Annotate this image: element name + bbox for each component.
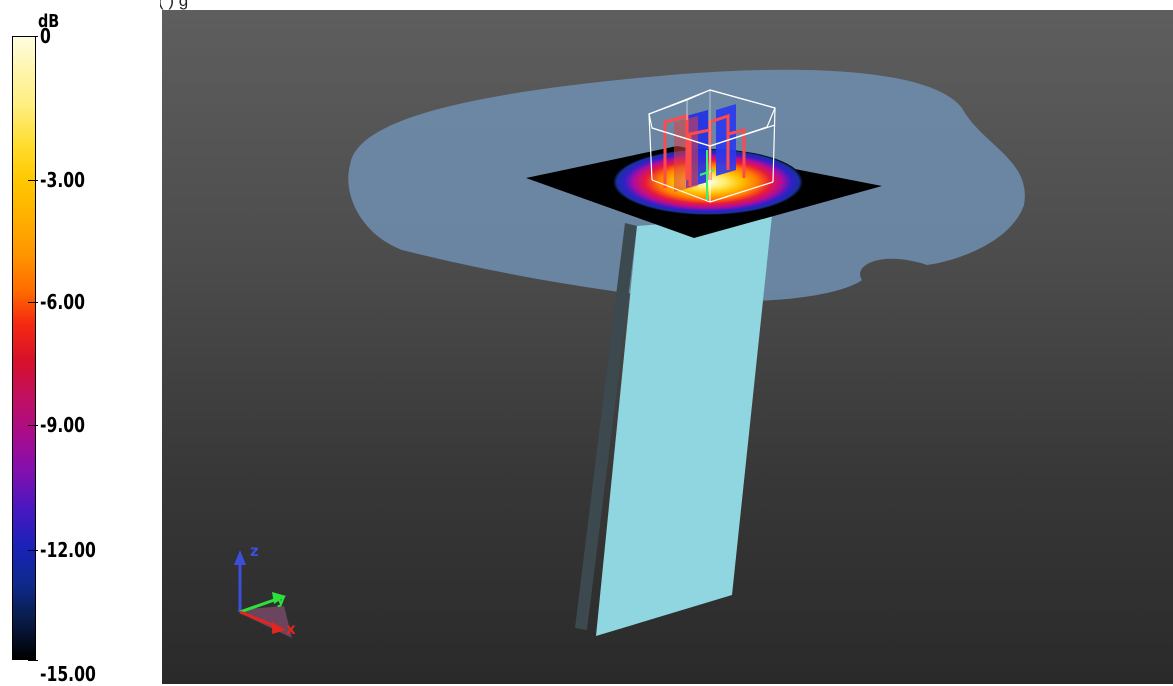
colorbar-tick-label: 0 xyxy=(40,24,51,48)
colorbar-tick xyxy=(28,302,38,303)
colorbar-tick xyxy=(28,36,38,37)
antenna-feed xyxy=(699,150,715,200)
colorbar-tick-label: -12.00 xyxy=(40,538,96,562)
3d-viewport[interactable]: z y x xyxy=(162,10,1173,684)
colorbar-tick xyxy=(28,425,38,426)
body-panel xyxy=(596,215,772,636)
colorbar-tick xyxy=(28,180,38,181)
colorbar-tick-label: -15.00 xyxy=(40,662,96,686)
3d-scene xyxy=(234,69,1025,638)
antenna-panel-blue xyxy=(716,104,736,176)
axis-z-label: z xyxy=(250,542,259,560)
body-shadow xyxy=(575,223,637,630)
bounding-box xyxy=(648,89,776,203)
colorbar-legend: dB 0 -3.00 -6.00 -9.00 -12.00 -15.00 xyxy=(0,0,160,684)
axis-x-label: x xyxy=(286,620,296,638)
caption-fragment: ( ) g xyxy=(158,0,189,10)
colorbar-tick xyxy=(28,660,38,661)
colorbar-tick-label: -3.00 xyxy=(40,168,85,192)
colorbar-tick-label: -9.00 xyxy=(40,413,85,437)
axes-triad xyxy=(234,550,292,638)
legend-unit-label: dB xyxy=(38,11,60,32)
colorbar-tick-label: -6.00 xyxy=(40,290,85,314)
colorbar-tick xyxy=(28,550,38,551)
axis-y-label: y xyxy=(276,590,286,608)
colorbar-gradient xyxy=(12,36,36,660)
